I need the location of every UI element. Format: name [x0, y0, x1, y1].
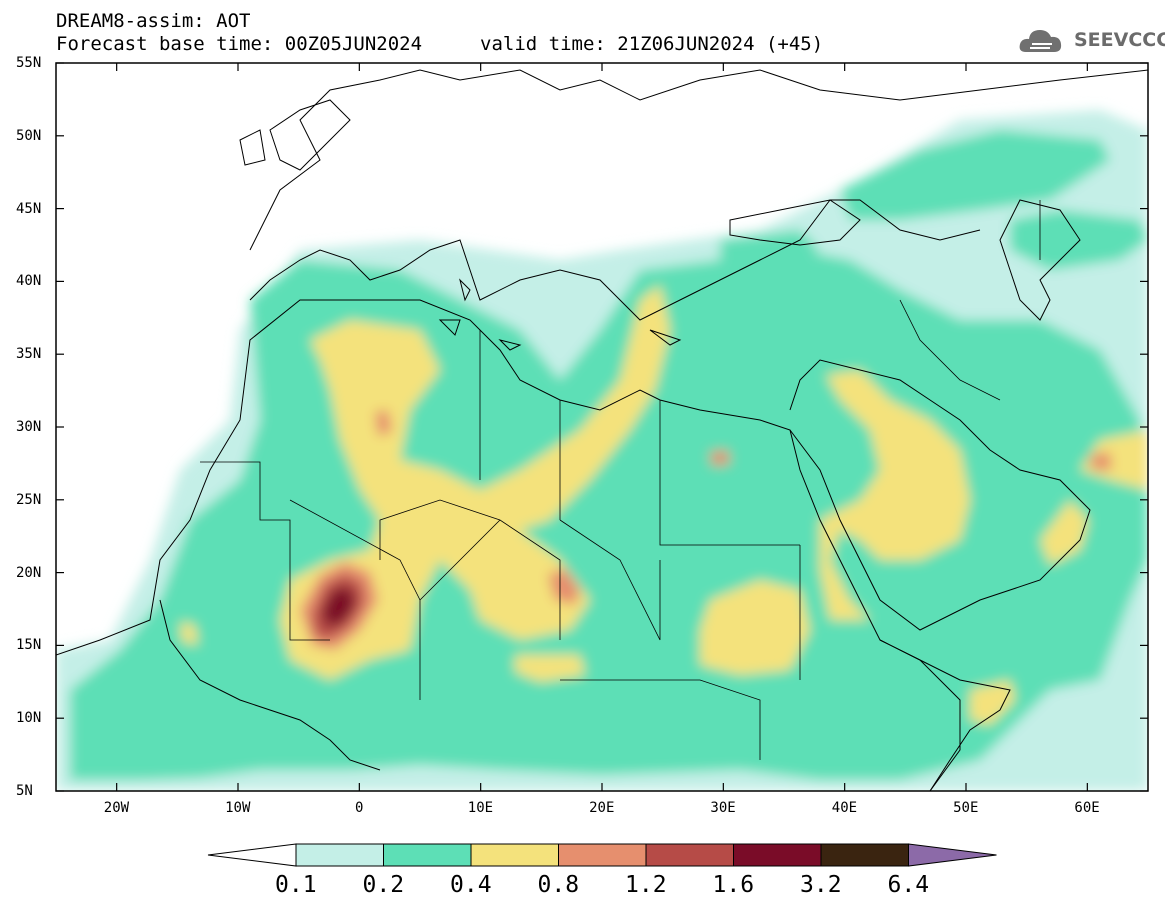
mediterranean-islands	[438, 278, 682, 351]
x-tick-label: 50E	[953, 800, 979, 816]
aot-contour-1.6	[322, 586, 355, 626]
x-tick-label: 10E	[467, 800, 494, 816]
y-tick-label: 50N	[16, 127, 42, 144]
colorbar-low-arrow	[207, 843, 297, 867]
colorbar-label: 1.6	[712, 872, 755, 898]
colorbar-segment	[383, 843, 472, 867]
colorbar-label: 3.2	[800, 872, 842, 898]
valid-time: valid time: 21Z06JUN2024 (+45)	[480, 33, 824, 55]
y-tick-label: 40N	[16, 273, 42, 290]
y-tick-label: 30N	[16, 419, 42, 435]
y-tick-label: 20N	[16, 564, 42, 581]
europe-north	[249, 69, 1148, 251]
arabia	[789, 359, 1091, 631]
africa-west-coast-south	[159, 599, 381, 771]
cloud-icon	[1019, 30, 1062, 52]
x-tick-label: 40E	[831, 800, 858, 816]
x-tick-label: 30E	[710, 800, 736, 816]
colorbar-label: 0.4	[450, 872, 492, 898]
x-tick-label: 10W	[225, 800, 251, 816]
colorbar	[207, 843, 997, 867]
coastlines-borders	[56, 69, 1148, 791]
colorbar-segment	[820, 843, 909, 867]
x-tick-label: 60E	[1074, 800, 1100, 816]
map-title: DREAM8-assim: AOT	[56, 10, 251, 32]
colorbar-segment	[470, 843, 559, 867]
y-tick-label: 25N	[16, 491, 42, 508]
x-tick-label: 20E	[589, 800, 615, 816]
colorbar-segment	[733, 843, 822, 867]
aot-field	[56, 63, 1148, 791]
uk-ireland	[239, 99, 351, 171]
axis-tick-marks	[56, 62, 1148, 792]
logo-text: SEEVCCC	[1074, 29, 1165, 51]
horn-of-africa	[879, 639, 1011, 791]
y-tick-label: 45N	[16, 200, 42, 217]
colorbar-segment	[645, 843, 734, 867]
caspian-sea	[999, 199, 1081, 321]
black-sea	[729, 199, 861, 246]
y-tick-label: 15N	[16, 637, 42, 654]
colorbar-segment	[558, 843, 647, 867]
forecast-base-time: Forecast base time: 00Z05JUN2024	[56, 33, 423, 55]
colorbar-label: 6.4	[887, 872, 930, 898]
x-tick-label: 0	[355, 800, 364, 816]
colorbar-label: 0.2	[362, 872, 405, 898]
colorbar-label: 0.1	[275, 872, 317, 898]
y-tick-label: 55N	[16, 55, 42, 71]
y-tick-label: 10N	[16, 710, 42, 727]
border-lines	[200, 200, 1041, 760]
africa-coastline	[56, 299, 961, 791]
colorbar-high-arrow	[908, 843, 997, 867]
y-tick-label: 5N	[16, 783, 33, 799]
colorbar-label: 0.8	[537, 872, 580, 898]
y-tick-label: 35N	[16, 346, 42, 363]
colorbar-segment	[295, 843, 384, 867]
colorbar-label: 1.2	[625, 872, 667, 898]
x-tick-label: 20W	[103, 800, 130, 816]
